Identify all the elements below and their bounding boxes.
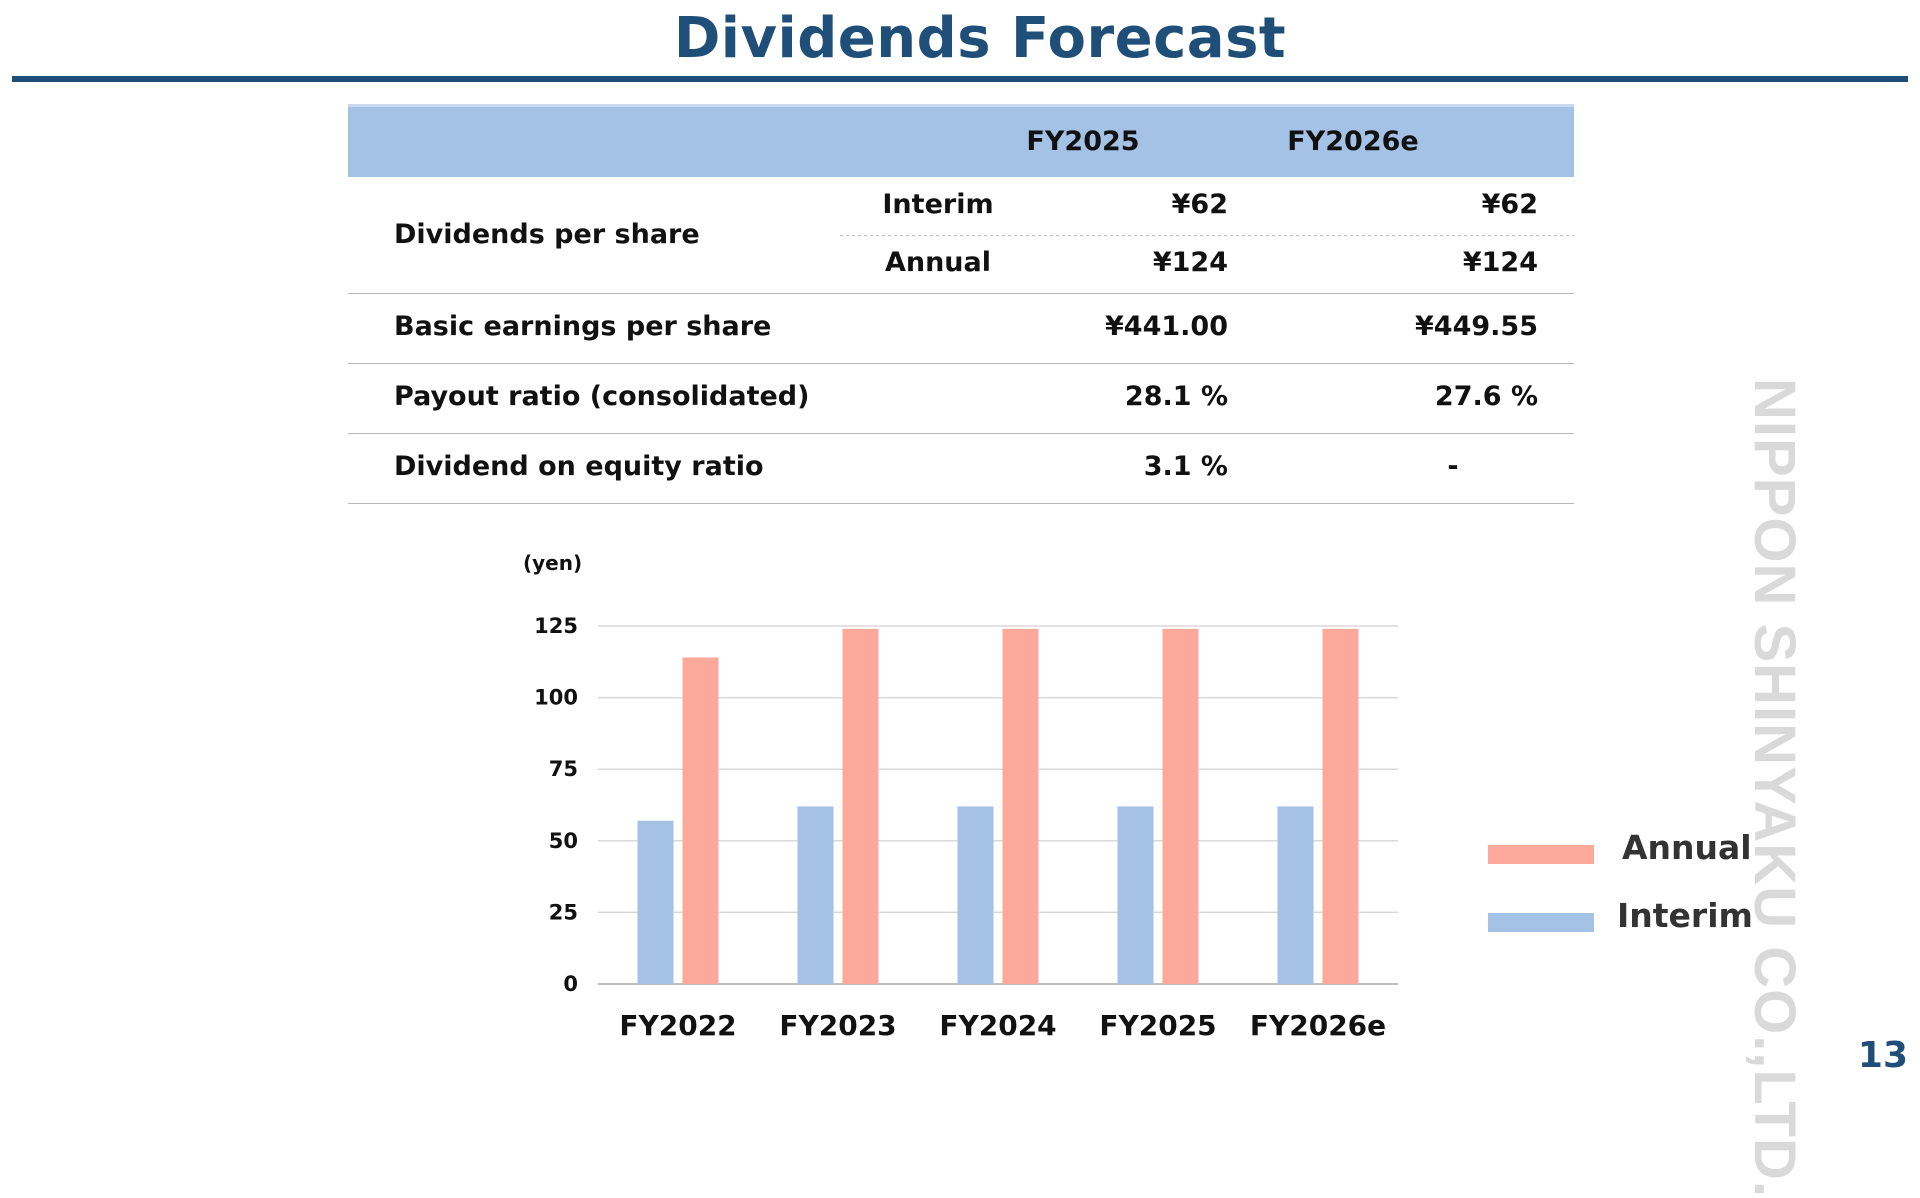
annual-fy2025: ¥124 xyxy=(1152,247,1228,278)
x-tick-label: FY2024 xyxy=(939,1009,1056,1042)
y-tick-label: 0 xyxy=(563,972,578,996)
dividends-row-divider xyxy=(348,293,1574,294)
row-label-dividends-per-share: Dividends per share xyxy=(394,219,700,250)
legend-swatch-interim xyxy=(1488,913,1594,932)
table-header-row: FY2025 FY2026e xyxy=(348,104,1574,177)
bar-annual xyxy=(842,628,879,984)
interim-fy2025: ¥62 xyxy=(1171,189,1228,220)
page-number: 13 xyxy=(1857,1035,1908,1076)
y-tick-label: 125 xyxy=(534,614,578,638)
y-tick-label: 100 xyxy=(534,686,578,710)
doe-fy2026e: - xyxy=(1447,451,1459,482)
interim-fy2026e: ¥62 xyxy=(1481,189,1538,220)
table-body: Dividends per share Interim ¥62 ¥62 Annu… xyxy=(348,177,1574,577)
row-label-payout: Payout ratio (consolidated) xyxy=(394,381,810,412)
eps-fy2025: ¥441.00 xyxy=(1105,311,1228,342)
y-tick-label: 75 xyxy=(549,757,578,781)
legend-swatch-annual xyxy=(1488,845,1594,864)
bar-annual xyxy=(1002,628,1039,984)
doe-row-divider xyxy=(348,503,1574,504)
company-watermark: NIPPON SHINYAKU CO.,LTD. xyxy=(1742,378,1807,1198)
payout-fy2026e: 27.6 % xyxy=(1434,381,1538,412)
col-header-fy2026e: FY2026e xyxy=(1287,126,1419,157)
y-axis-unit-label: (yen) xyxy=(523,551,582,575)
col-header-fy2025: FY2025 xyxy=(1026,126,1140,157)
bar-annual xyxy=(1322,628,1359,984)
row-label-eps: Basic earnings per share xyxy=(394,311,772,342)
eps-row-divider xyxy=(348,363,1574,364)
bar-interim xyxy=(1277,806,1314,984)
dividends-bar-chart: (yen) 0 25 50 75 100 125 FY2022 FY2023 FY2024 FY2… xyxy=(523,551,1398,1042)
y-tick-label: 50 xyxy=(549,829,578,853)
legend-label-annual: Annual xyxy=(1622,828,1752,867)
title-underline xyxy=(12,76,1908,82)
doe-fy2025: 3.1 % xyxy=(1143,451,1228,482)
page-title: Dividends Forecast xyxy=(673,6,1287,71)
legend-label-interim: Interim xyxy=(1617,896,1753,935)
bar-annual xyxy=(1162,628,1199,984)
bar-interim xyxy=(1117,806,1154,984)
y-tick-label: 25 xyxy=(549,900,578,924)
interim-row-divider xyxy=(840,235,1574,236)
x-tick-label: FY2025 xyxy=(1099,1009,1216,1042)
eps-fy2026e: ¥449.55 xyxy=(1415,311,1538,342)
x-tick-label: FY2026e xyxy=(1250,1009,1386,1042)
bar-annual xyxy=(682,657,719,984)
annual-fy2026e: ¥124 xyxy=(1462,247,1538,278)
row-label-doe: Dividend on equity ratio xyxy=(394,451,764,482)
payout-row-divider xyxy=(348,433,1574,434)
x-tick-label: FY2022 xyxy=(619,1009,736,1042)
dividends-table: FY2025 FY2026e Dividends per share Inter… xyxy=(348,104,1574,577)
row-label-annual: Annual xyxy=(884,247,992,278)
row-label-interim: Interim xyxy=(882,189,994,220)
x-tick-label: FY2023 xyxy=(779,1009,896,1042)
bar-interim xyxy=(637,820,674,984)
bar-interim xyxy=(957,806,994,984)
bar-interim xyxy=(797,806,834,984)
payout-fy2025: 28.1 % xyxy=(1124,381,1228,412)
